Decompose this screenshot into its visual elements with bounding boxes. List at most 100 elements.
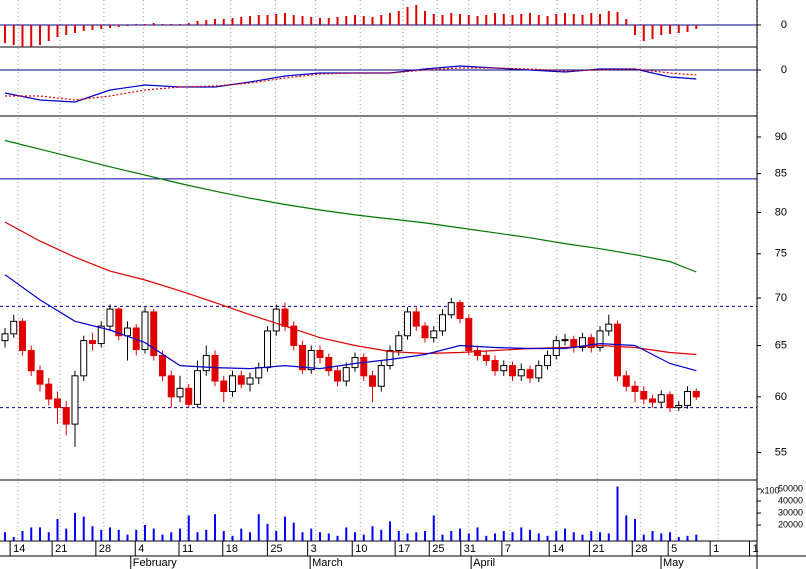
- bar: [178, 528, 181, 541]
- candle-body: [176, 387, 184, 398]
- bar: [161, 24, 164, 25]
- candle-body: [228, 375, 236, 393]
- bar: [520, 527, 523, 541]
- candle-body: [97, 325, 105, 345]
- x-tick-label: 28: [635, 543, 647, 555]
- bar: [485, 15, 488, 25]
- candle-body: [150, 311, 158, 356]
- bar: [642, 25, 645, 41]
- bar: [625, 19, 628, 25]
- bar: [135, 529, 138, 541]
- bar: [520, 14, 523, 25]
- candle-body: [421, 325, 429, 339]
- bar: [669, 532, 672, 541]
- bar: [537, 533, 540, 541]
- bar: [634, 25, 637, 35]
- bar: [371, 526, 374, 541]
- bar: [494, 533, 497, 541]
- candle-body: [167, 375, 175, 398]
- bar: [415, 5, 418, 25]
- bar: [47, 25, 50, 41]
- bar: [126, 534, 129, 541]
- bar: [292, 15, 295, 25]
- bar: [476, 527, 479, 541]
- x-tick-label: 14: [552, 543, 564, 555]
- candle-body: [80, 340, 88, 377]
- y-tick-label: 60: [775, 391, 787, 403]
- bar: [625, 515, 628, 541]
- candle-body: [631, 385, 639, 393]
- x-tick-label: 18: [226, 543, 238, 555]
- bar: [660, 25, 663, 35]
- bar: [511, 15, 514, 25]
- candle-body: [18, 320, 26, 351]
- y-tick-label: 55: [775, 447, 787, 459]
- y-tick-label: 0: [781, 64, 787, 76]
- candle-body: [596, 330, 604, 349]
- bar: [56, 25, 59, 37]
- bar: [73, 25, 76, 33]
- candle-body: [386, 349, 394, 367]
- bar: [222, 19, 225, 25]
- y-tick-label: 90: [775, 131, 787, 143]
- x-tick-label: 31: [464, 543, 476, 555]
- bar: [345, 527, 348, 541]
- bar: [555, 531, 558, 541]
- bar: [12, 537, 15, 541]
- x-tick-label: 4: [138, 543, 144, 555]
- bar: [389, 521, 392, 541]
- candle-body: [649, 398, 657, 403]
- candle-body: [605, 323, 613, 332]
- bar: [607, 533, 610, 541]
- month-label: March: [312, 557, 343, 569]
- candle-body: [36, 370, 44, 385]
- x-tick-label: 21: [592, 543, 604, 555]
- bar: [660, 533, 663, 541]
- candle-body: [430, 330, 438, 339]
- bar: [47, 532, 50, 541]
- bar: [205, 529, 208, 541]
- candle-body: [115, 308, 123, 337]
- candle-body: [456, 302, 464, 320]
- candle-body: [342, 367, 350, 382]
- x-tick-label: 25: [270, 543, 282, 555]
- candle-body: [439, 314, 447, 332]
- bar: [65, 25, 68, 35]
- bar: [319, 18, 322, 25]
- bar: [21, 531, 24, 541]
- candle-body: [377, 365, 385, 387]
- candle-body: [71, 375, 79, 425]
- bar: [100, 529, 103, 541]
- bar: [205, 20, 208, 25]
- bar: [616, 486, 619, 541]
- candle-body: [193, 370, 201, 405]
- x-tick-label: 28: [99, 543, 111, 555]
- bar: [161, 534, 164, 541]
- bar: [669, 25, 672, 34]
- series-line: [4, 221, 697, 356]
- bar: [108, 527, 111, 541]
- candle-body: [255, 367, 263, 379]
- bar: [284, 13, 287, 25]
- bar: [354, 532, 357, 541]
- bar: [266, 523, 269, 541]
- bar: [572, 532, 575, 541]
- candle-body: [281, 308, 289, 327]
- series-line: [4, 274, 697, 372]
- bar: [529, 529, 532, 541]
- bar: [371, 17, 374, 25]
- bar: [248, 532, 251, 541]
- bar: [546, 16, 549, 25]
- bar: [651, 25, 654, 39]
- month-label: April: [473, 557, 495, 569]
- bar: [415, 532, 418, 541]
- x-tick-label: 21: [55, 543, 67, 555]
- candle-body: [45, 383, 53, 400]
- bar: [100, 25, 103, 29]
- bar: [336, 17, 339, 25]
- bar: [3, 532, 6, 541]
- candle-body: [246, 377, 254, 385]
- bar: [240, 528, 243, 541]
- y-tick-label: 70: [775, 292, 787, 304]
- bar: [572, 14, 575, 25]
